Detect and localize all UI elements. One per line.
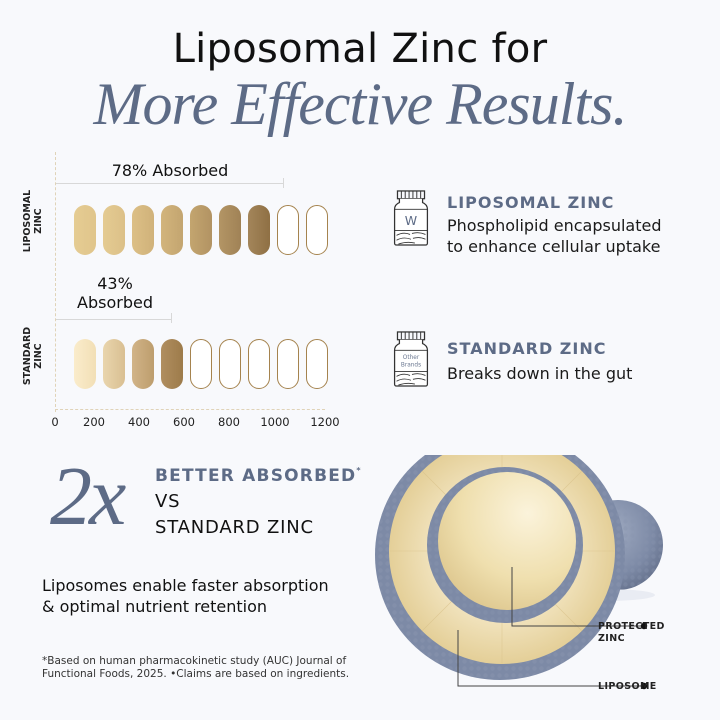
legend-desc-standard: Breaks down in the gut xyxy=(447,364,633,383)
bracket-line-liposomal xyxy=(56,183,284,184)
pill-filled xyxy=(161,339,183,389)
x-tick-label: 0 xyxy=(51,415,59,429)
y-axis-line xyxy=(55,152,56,412)
pill-empty xyxy=(306,205,328,255)
callout-label-liposome: LIPOSOME xyxy=(598,681,657,692)
row-label-line: LIPOSOMAL xyxy=(22,189,33,253)
better-absorbed-label: BETTER ABSORBED* xyxy=(155,466,362,486)
pill-empty xyxy=(277,205,299,255)
x-tick-label: 1000 xyxy=(260,415,290,429)
callout-line-zinc xyxy=(511,567,642,627)
pill-filled xyxy=(161,205,183,255)
bracket-tick-liposomal xyxy=(283,178,284,188)
bottle-icon: Other Brands xyxy=(393,331,429,387)
pill-empty xyxy=(306,339,328,389)
legend-item-standard: Other Brands xyxy=(393,331,429,392)
pill-filled xyxy=(190,205,212,255)
callout-line: ZINC xyxy=(598,633,625,644)
x-tick-label: 400 xyxy=(128,415,150,429)
x-tick-label: 1200 xyxy=(310,415,340,429)
absorbed-text: Absorbed xyxy=(77,293,153,312)
x-axis-line xyxy=(55,409,325,410)
legend-title-standard: STANDARD ZINC xyxy=(447,339,607,358)
pill-filled xyxy=(74,339,96,389)
legend-title-liposomal: LIPOSOMAL ZINC xyxy=(447,193,615,212)
bracket-line-standard xyxy=(56,319,172,320)
pill-empty xyxy=(277,339,299,389)
pill-filled xyxy=(74,205,96,255)
pill-filled xyxy=(248,205,270,255)
callout-line-liposome xyxy=(457,630,642,687)
footnote-line: Functional Foods, 2025. •Claims are base… xyxy=(42,667,350,680)
pill-empty xyxy=(190,339,212,389)
bracket-tick-standard xyxy=(171,313,172,323)
row-label-line: ZINC xyxy=(33,208,44,234)
callout-label-protected-zinc: PROTECTED ZINC xyxy=(598,621,665,645)
pill-row-standard xyxy=(74,339,328,389)
svg-text:Brands: Brands xyxy=(401,363,421,369)
x-tick-label: 800 xyxy=(218,415,240,429)
standard-zinc-label: STANDARD ZINC xyxy=(155,517,314,538)
page-subtitle: More Effective Results. xyxy=(93,71,628,137)
page-title: Liposomal Zinc for xyxy=(172,26,548,72)
better-absorbed-text: BETTER ABSORBED xyxy=(155,466,357,486)
zinc-core xyxy=(438,472,576,610)
pill-empty xyxy=(248,339,270,389)
pill-filled xyxy=(103,339,125,389)
multiplier-value: 2x xyxy=(50,450,126,543)
row-label-liposomal: LIPOSOMAL ZINC xyxy=(22,181,44,261)
legend-item-liposomal: W xyxy=(393,190,429,251)
footnote-mark: * xyxy=(356,466,362,475)
x-tick-label: 600 xyxy=(173,415,195,429)
benefit-text: Liposomes enable faster absorption & opt… xyxy=(42,575,329,617)
callout-line: PROTECTED xyxy=(598,621,665,632)
row-label-line: STANDARD xyxy=(22,326,33,386)
row-label-line: ZINC xyxy=(33,343,44,369)
callout-dot xyxy=(640,622,648,630)
callout-dot xyxy=(640,682,648,690)
svg-text:W: W xyxy=(405,213,417,228)
pill-filled xyxy=(103,205,125,255)
legend-desc-liposomal: Phospholipid encapsulated to enhance cel… xyxy=(447,215,661,257)
footnote-line: *Based on human pharmacokinetic study (A… xyxy=(42,655,347,667)
pill-filled xyxy=(132,205,154,255)
x-tick-label: 200 xyxy=(83,415,105,429)
pill-empty xyxy=(219,339,241,389)
absorbed-label-liposomal: 78% Absorbed xyxy=(111,161,229,180)
footnote: *Based on human pharmacokinetic study (A… xyxy=(42,655,372,680)
pill-filled xyxy=(219,205,241,255)
legend-desc-line: Phospholipid encapsulated xyxy=(447,216,662,235)
vs-label: VS xyxy=(155,491,181,512)
row-label-standard: STANDARD ZINC xyxy=(22,316,44,396)
legend-desc-line: to enhance cellular uptake xyxy=(447,237,661,256)
svg-text:Other: Other xyxy=(403,355,420,361)
benefit-line: Liposomes enable faster absorption xyxy=(42,576,329,595)
benefit-line: & optimal nutrient retention xyxy=(42,597,268,616)
absorbed-value: 43% xyxy=(97,274,133,293)
absorbed-label-standard: 43% Absorbed xyxy=(60,274,170,312)
pill-row-liposomal xyxy=(74,205,328,255)
liposome-illustration xyxy=(375,455,663,690)
pill-filled xyxy=(132,339,154,389)
bottle-icon: W xyxy=(393,190,429,246)
